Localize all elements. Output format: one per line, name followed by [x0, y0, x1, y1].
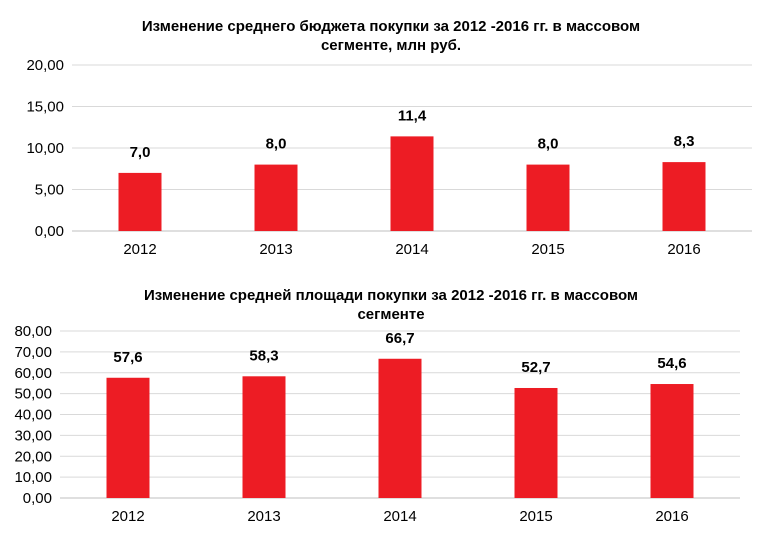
y-tick-label: 0,00	[35, 223, 64, 240]
bar	[390, 136, 434, 231]
area-bar-plot: 0,00 10,00 20,00 30,00 40,00 50,00 60,00 70,00 8…	[14, 323, 740, 525]
bar	[514, 387, 558, 498]
data-label: 7,0	[130, 144, 151, 161]
data-label: 57,6	[113, 349, 142, 366]
area-chart: Изменение средней площади покупки за 201…	[0, 268, 782, 557]
x-tick-label: 2016	[655, 508, 688, 525]
data-label: 54,6	[657, 355, 686, 372]
budget-bar-plot: 0,00 5,00 10,00 15,00 20,00 7,0 2012 8,0 2013 11,…	[26, 57, 752, 258]
y-tick-label: 0,00	[23, 490, 52, 507]
y-tick-label: 80,00	[14, 323, 52, 340]
chart-title-line-2: сегменте, млн руб.	[320, 37, 462, 54]
chart-title: Изменение среднего бюджета покупки за 20…	[0, 17, 782, 55]
y-tick-label: 70,00	[14, 344, 52, 361]
x-tick-label: 2015	[531, 241, 564, 258]
x-tick-label: 2013	[259, 241, 292, 258]
bar	[378, 358, 422, 498]
chart-title-line-2: сегменте	[357, 306, 425, 323]
data-label: 8,3	[674, 133, 695, 150]
bar	[254, 164, 298, 231]
bar	[242, 376, 286, 498]
y-tick-label: 10,00	[14, 469, 52, 486]
x-tick-label: 2012	[123, 241, 156, 258]
bar	[662, 162, 706, 231]
y-tick-label: 10,00	[26, 140, 64, 157]
data-label: 58,3	[249, 347, 278, 364]
data-label: 52,7	[521, 359, 550, 376]
chart-title: Изменение средней площади покупки за 201…	[0, 286, 782, 324]
x-tick-label: 2015	[519, 508, 552, 525]
y-tick-label: 20,00	[26, 57, 64, 74]
x-tick-label: 2014	[383, 508, 416, 525]
y-tick-label: 30,00	[14, 427, 52, 444]
y-tick-label: 5,00	[35, 182, 64, 199]
data-label: 8,0	[538, 136, 559, 153]
budget-chart: Изменение среднего бюджета покупки за 20…	[0, 0, 782, 268]
x-tick-label: 2013	[247, 508, 280, 525]
data-label: 8,0	[266, 136, 287, 153]
chart-title-line-1: Изменение среднего бюджета покупки за 20…	[141, 18, 641, 35]
bar	[106, 377, 150, 498]
data-label: 11,4	[398, 107, 427, 124]
y-tick-label: 60,00	[14, 365, 52, 382]
bar	[650, 384, 694, 498]
y-tick-label: 50,00	[14, 386, 52, 403]
data-label: 66,7	[385, 330, 414, 347]
bar	[526, 164, 570, 231]
chart-title-line-1: Изменение средней площади покупки за 201…	[143, 287, 639, 304]
y-tick-label: 15,00	[26, 99, 64, 116]
x-tick-label: 2014	[395, 241, 428, 258]
y-tick-label: 20,00	[14, 448, 52, 465]
bar	[118, 172, 162, 231]
x-tick-label: 2016	[667, 241, 700, 258]
x-tick-label: 2012	[111, 508, 144, 525]
y-tick-label: 40,00	[14, 407, 52, 424]
